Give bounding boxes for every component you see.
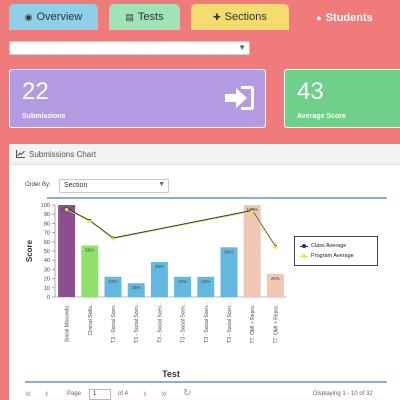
order-by-value: Section — [64, 182, 88, 189]
x-tick-label: T3 - Social Scen... — [181, 302, 187, 343]
x-tick-label: T7: OMI + Repro... — [273, 302, 279, 344]
bar — [266, 274, 284, 297]
bar-data-label: 56% — [85, 247, 94, 252]
x-tick-label: Social Misconds... — [65, 302, 71, 342]
bar — [81, 245, 99, 297]
y-tick-label: 60 — [44, 240, 50, 246]
tab-tests-label: Tests — [137, 11, 164, 23]
y-tick-label: 90 — [44, 212, 50, 218]
pager-summary: Displaying 1 - 10 of 32 — [313, 391, 373, 397]
x-tick-label: T3 - Social Scen... — [157, 302, 163, 343]
submissions-card[interactable]: 22 Submissions — [9, 69, 266, 128]
x-tick-label: T3 - Social Scen... — [134, 302, 140, 343]
tab-students-label: Students — [325, 12, 373, 24]
bar-data-label: 38% — [155, 264, 164, 269]
panel-title: Submissions Chart — [29, 149, 97, 159]
average-score-card[interactable]: 43 Average Score — [284, 69, 400, 128]
tab-sections[interactable]: ✚ Sections — [191, 4, 289, 30]
submissions-chart: 0102030405060708090100Score100%Social Mi… — [25, 197, 387, 383]
page-input[interactable]: 1 — [89, 389, 111, 400]
x-tick-label: T3 - Social Scen... — [227, 302, 233, 343]
y-tick-label: 40 — [44, 258, 50, 264]
series-point — [111, 237, 115, 241]
x-tick-label: Clinical Skills... — [88, 302, 94, 335]
series-point — [65, 207, 69, 212]
y-tick-label: 0 — [47, 295, 50, 301]
submissions-count: 22 — [22, 78, 49, 105]
y-tick-label: 100 — [41, 203, 50, 209]
bar — [150, 262, 168, 297]
x-axis-title: Test — [162, 369, 180, 379]
bar — [220, 247, 238, 297]
y-tick-label: 70 — [44, 231, 50, 237]
bar — [58, 205, 76, 297]
chart-legend: Class Average Program Average — [294, 236, 378, 266]
puzzle-icon: ✚ — [213, 11, 221, 22]
bar-data-label: 15% — [132, 285, 141, 290]
panel-header: Submissions Chart — [9, 144, 400, 165]
bar — [104, 276, 122, 297]
eye-icon: ◉ — [24, 11, 33, 22]
y-axis-title: Score — [25, 239, 34, 262]
x-tick-label: T7: OMI + Repro... — [250, 302, 256, 344]
x-tick-label: T3 - Social Scen... — [204, 302, 210, 343]
order-by-label: Order By: — [25, 182, 51, 188]
tab-tests[interactable]: ▤ Tests — [109, 4, 180, 30]
legend-label: Program Average — [311, 253, 354, 259]
series-point — [250, 209, 254, 213]
bar-data-label: 54% — [224, 249, 233, 254]
chevron-down-icon: ▼ — [158, 181, 165, 188]
next-page-icon[interactable]: › — [143, 388, 147, 400]
bar — [127, 283, 145, 297]
submissions-label: Submissions — [22, 113, 66, 120]
submissions-chart-panel: Submissions Chart Order By: Section ▼ 0 1… — [9, 144, 400, 400]
enter-icon — [225, 86, 254, 110]
average-score-value: 43 — [297, 78, 324, 105]
student-select[interactable]: ▼ — [9, 41, 250, 55]
last-page-icon[interactable]: » — [161, 388, 168, 400]
average-score-label: Average Score — [297, 113, 346, 120]
bar — [243, 205, 261, 297]
series-point — [88, 219, 92, 224]
tab-students[interactable]: ● Students — [300, 4, 389, 32]
legend-item: Program Average — [300, 251, 372, 261]
prev-page-icon[interactable]: ‹ — [45, 388, 49, 400]
chart-icon — [16, 150, 25, 158]
x-tick-label: T3 - Social Scen... — [111, 302, 117, 343]
tab-overview-label: Overview — [36, 11, 83, 23]
order-by-select[interactable]: Section ▼ — [59, 179, 169, 193]
y-tick-label: 30 — [44, 267, 50, 273]
tab-sections-label: Sections — [224, 11, 267, 23]
bar-data-label: 22% — [201, 279, 210, 284]
pagination-bar: « ‹ Page 1 of 4 › » ↻ Displaying 1 - 10 … — [9, 387, 400, 400]
y-tick-label: 20 — [44, 277, 50, 283]
bar-data-label: 22% — [108, 279, 117, 284]
first-page-icon[interactable]: « — [25, 388, 32, 400]
page-label: Page — [67, 391, 82, 397]
bar — [174, 276, 192, 297]
refresh-icon[interactable]: ↻ — [183, 388, 192, 399]
legend-swatch — [300, 244, 308, 248]
chevron-down-icon: ▼ — [238, 43, 246, 52]
legend-label: Class Average — [311, 243, 347, 249]
page-count: of 4 — [118, 391, 129, 397]
legend-item: Class Average — [300, 241, 372, 251]
tab-overview[interactable]: ◉ Overview — [9, 4, 98, 30]
y-tick-label: 50 — [44, 249, 50, 255]
document-icon: ▤ — [125, 11, 134, 22]
legend-swatch — [300, 254, 308, 258]
bar — [197, 276, 215, 297]
bar-data-label: 25% — [271, 276, 280, 281]
bar-data-label: 22% — [178, 279, 187, 284]
series-point — [273, 245, 277, 249]
y-tick-label: 80 — [44, 221, 50, 227]
users-icon: ● — [316, 13, 322, 23]
y-tick-label: 10 — [44, 286, 50, 292]
